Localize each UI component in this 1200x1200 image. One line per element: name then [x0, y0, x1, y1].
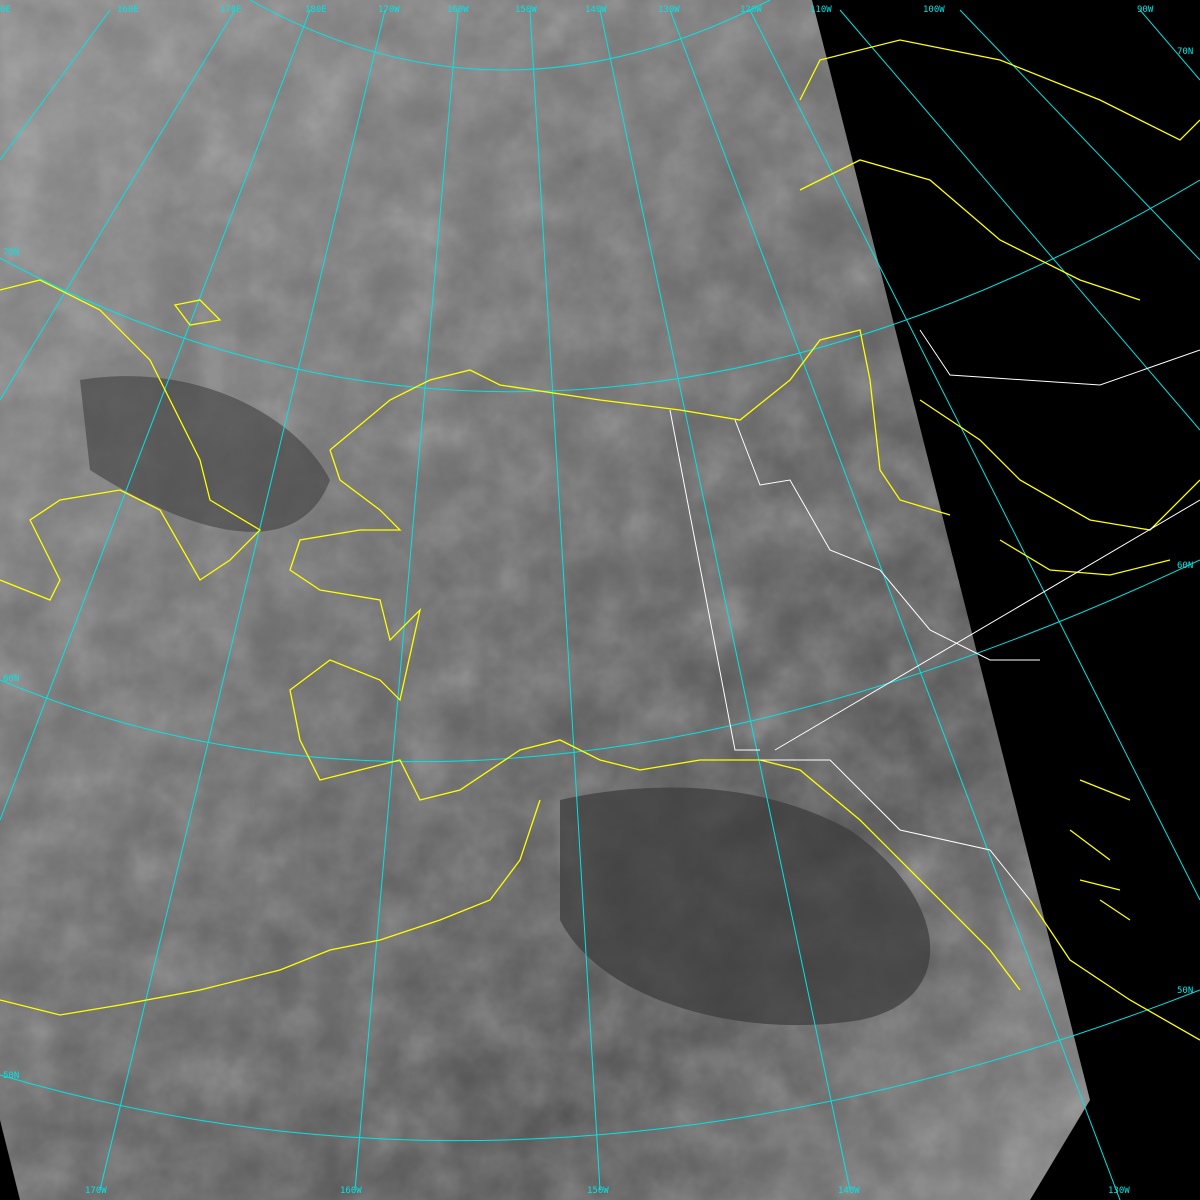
label-lon-top-2: 170E [220, 5, 242, 15]
meridian-180 [0, 9, 311, 821]
parallel-50n [0, 989, 1200, 1142]
label-lon-top-1: 160E [117, 5, 139, 15]
label-lon-top-8: 130W [658, 5, 680, 15]
meridian-170w [99, 9, 386, 1191]
label-lon-top-6: 150W [515, 5, 537, 15]
label-lon-bottom-1: 160W [340, 1186, 362, 1196]
label-lat-right-2: 50N [1177, 986, 1194, 996]
parallel-80n [249, 0, 771, 71]
label-lat-right-1: 60N [1177, 561, 1194, 571]
parallel-60n [0, 559, 1200, 763]
label-lon-top-3: 180E [305, 5, 327, 15]
label-lat-left-0: 70N [3, 248, 20, 258]
meridian-160w [354, 9, 459, 1191]
coastlines [0, 39, 1200, 1041]
meridian-160e [0, 9, 111, 161]
meridian-170e [0, 9, 236, 401]
political-borders [669, 329, 1200, 901]
label-lon-top-11: 100W [923, 5, 945, 15]
label-lon-bottom-0: 170W [85, 1186, 107, 1196]
label-lat-left-1: 60N [3, 674, 20, 684]
label-lon-top-0: 0E [0, 5, 11, 15]
label-lon-top-9: 120W [740, 5, 762, 15]
meridian-140w [599, 9, 851, 1191]
label-lon-top-5: 160W [447, 5, 469, 15]
label-lon-top-12: 90W [1137, 5, 1154, 15]
label-lon-top-4: 170W [378, 5, 400, 15]
meridian-130w [669, 9, 1121, 1200]
meridian-110w [839, 9, 1200, 431]
label-lon-top-7: 140W [585, 5, 607, 15]
meridian-120w [749, 9, 1200, 901]
meridian-90w [1139, 9, 1200, 81]
label-lat-left-2: 50N [3, 1071, 20, 1081]
label-lon-top-10: 110W [810, 5, 832, 15]
meridian-100w [959, 9, 1200, 261]
meridian-150w [529, 9, 601, 1191]
parallel-70n [0, 179, 1200, 393]
label-lon-bottom-4: 130W [1108, 1186, 1130, 1196]
label-lon-bottom-2: 150W [587, 1186, 609, 1196]
label-lon-bottom-3: 140W [838, 1186, 860, 1196]
label-lat-right-0: 70N [1177, 47, 1194, 57]
